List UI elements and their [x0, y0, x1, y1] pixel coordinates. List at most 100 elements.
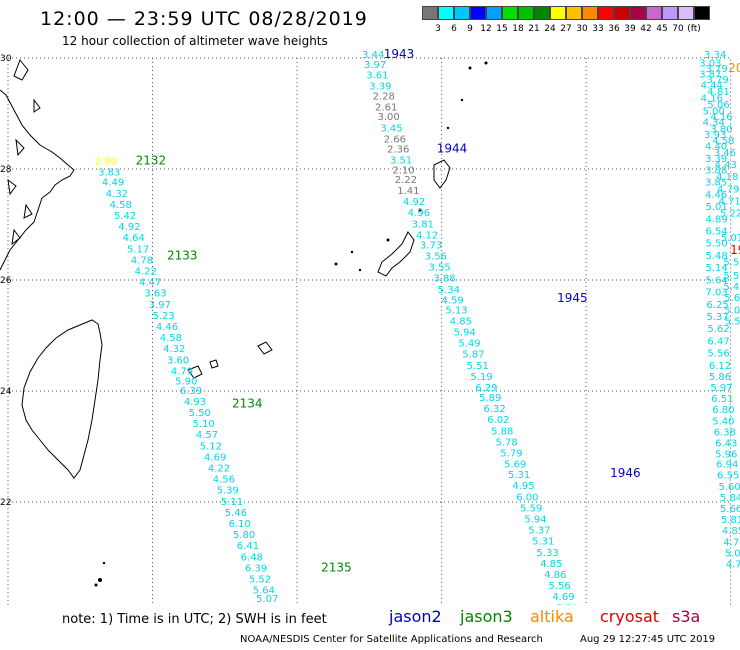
satellite-jason2: jason2	[389, 607, 442, 626]
wave-height-value: 4.78	[131, 255, 153, 266]
wave-height-value: 6.25	[706, 300, 728, 311]
wave-height-value: 5.66	[720, 504, 740, 515]
axis-labels: 120123126129132135302826242220	[0, 54, 12, 508]
wave-height-value: 1.41	[397, 186, 419, 197]
color-scale-swatch	[550, 6, 566, 20]
wave-height-value: 5.01	[260, 604, 282, 605]
wave-height-value: 3.85	[705, 178, 727, 189]
wave-height-value: 6.10	[229, 519, 251, 530]
color-scale-swatch	[422, 6, 438, 20]
wave-height-value: 5.19	[470, 372, 492, 383]
wave-height-value: 2.22	[395, 175, 417, 186]
wave-height-value: 5.48	[706, 251, 728, 262]
color-scale-label: 18	[512, 24, 524, 34]
wave-height-value: 4.86	[544, 570, 566, 581]
wave-height-value: 5.56	[548, 581, 570, 592]
wave-height-value: 3.88	[705, 165, 727, 176]
wave-height-value: 5.46	[225, 508, 247, 519]
wave-height-value: 3.03	[699, 58, 721, 69]
color-scale-label: 42	[640, 24, 652, 34]
wave-height-value: 5.34	[438, 285, 460, 296]
wave-height-value: 6.55	[717, 471, 739, 482]
wave-height-value: 4.58	[160, 333, 182, 344]
wave-height-value: 5.86	[709, 372, 731, 383]
wave-height-value: 3.60	[167, 355, 189, 366]
wave-height-value: 5.10	[192, 419, 214, 430]
color-scale-label: (ft)	[687, 24, 701, 34]
wave-height-value: 5.5	[723, 258, 739, 269]
graticule	[7, 57, 732, 605]
wave-height-value: 5.94	[524, 515, 546, 526]
wave-height-value: 3.39	[705, 154, 727, 165]
wave-height-value: 3.80	[710, 124, 732, 135]
wave-height-value: 3.63	[144, 289, 166, 300]
wave-height-value: 3.81	[412, 219, 434, 230]
wave-height-value: 5.13	[445, 305, 467, 316]
wave-height-value: 5.00	[703, 107, 725, 118]
wave-height-value: 5.78	[556, 603, 578, 605]
color-scale-label: 3	[435, 24, 441, 34]
wave-height-value: 3.34	[704, 50, 726, 61]
track-jason2: 3.443.973.613.392.282.613.003.452.662.36…	[362, 47, 641, 605]
wave-height-value: 5.56	[707, 349, 729, 360]
wave-height-value: 5.17	[127, 244, 149, 255]
color-scale-label: 15	[496, 24, 508, 34]
color-scale-swatch	[614, 6, 630, 20]
color-scale-label: 30	[576, 24, 588, 34]
land-china-coast	[0, 89, 75, 271]
pass-number-label: 1946	[610, 466, 641, 480]
wave-height-value: 3.46	[714, 148, 736, 159]
wave-height-value: 3.88	[433, 274, 455, 285]
pass-number-label: 19	[730, 243, 740, 257]
wave-height-value: 3.97	[149, 300, 171, 311]
page-subtitle: 12 hour collection of altimeter wave hei…	[62, 34, 328, 48]
wave-height-value: 5.37	[528, 526, 550, 537]
color-scale-swatch	[662, 6, 678, 20]
wave-height-value: 5.39	[217, 486, 239, 497]
latitude-label: 24	[0, 387, 12, 397]
wave-height-value: 6.12	[709, 361, 731, 372]
wave-height-value: 6.48	[241, 552, 263, 563]
color-scale-label: 36	[608, 24, 620, 34]
pass-number-label: 204	[728, 61, 740, 75]
generated-timestamp: Aug 29 12:27:45 UTC 2019	[580, 634, 716, 645]
wave-height-value: 3.61	[366, 71, 388, 82]
pass-number-label: 2135	[321, 560, 352, 574]
latitude-label: 28	[0, 165, 12, 175]
wave-height-value: 5.88	[491, 426, 513, 437]
color-scale-swatch	[694, 6, 710, 20]
wave-height-value: 4.34	[703, 118, 725, 129]
land-amami	[433, 159, 451, 189]
wave-height-value: 5.0	[725, 548, 740, 559]
wave-height-value: 4.16	[701, 93, 723, 104]
wave-height-value: 3.97	[364, 60, 386, 71]
color-scale-label: 6	[451, 24, 457, 34]
wave-height-value: 6.32	[483, 404, 505, 415]
land-outlines	[0, 59, 488, 587]
wave-height-value: 4.64	[123, 233, 145, 244]
color-scale-label: 39	[624, 24, 636, 34]
wave-height-value: 5.0	[724, 305, 740, 316]
wave-height-value: 5.06	[707, 100, 729, 111]
wave-height-value: 5.81	[721, 515, 740, 526]
wave-height-value: 4.85	[450, 316, 472, 327]
wave-height-value: 4.18	[716, 172, 738, 183]
color-scale-swatch	[486, 6, 502, 20]
wave-height-value: 5.80	[233, 530, 255, 541]
wave-height-value: 4.43	[715, 160, 737, 171]
color-scale-swatch	[566, 6, 582, 20]
wave-height-value: 5.64	[253, 586, 275, 597]
land-okinawa	[377, 231, 415, 277]
color-scale-swatch	[470, 6, 486, 20]
wave-height-value: 4.92	[403, 197, 425, 208]
wave-height-value: 5.22	[720, 209, 740, 220]
wave-height-value: 5.07	[256, 594, 278, 605]
wave-height-value: 6.29	[475, 383, 497, 394]
wave-height-value: 3.83	[98, 168, 120, 179]
wave-height-value: 4.85	[540, 559, 562, 570]
wave-height-value: 5.11	[221, 497, 243, 508]
wave-height-value: 4.12	[416, 230, 438, 241]
color-scale-swatch	[438, 6, 454, 20]
wave-height-value: 4.46	[156, 322, 178, 333]
color-scale-swatch	[598, 6, 614, 20]
